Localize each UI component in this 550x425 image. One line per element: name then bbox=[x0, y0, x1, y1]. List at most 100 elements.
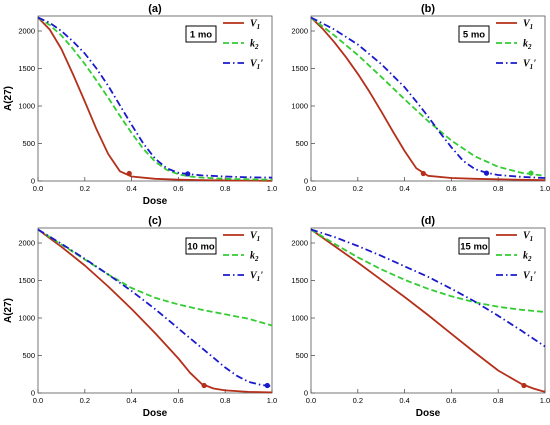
x-axis-label: Dose bbox=[143, 196, 168, 207]
x-tick-label: 0.2 bbox=[80, 184, 90, 193]
x-tick-label: 1.0 bbox=[267, 396, 277, 405]
x-tick-label: 0.0 bbox=[306, 184, 316, 193]
x-tick-label: 0.4 bbox=[126, 396, 136, 405]
legend-entry: V1 bbox=[250, 231, 260, 244]
y-tick-label: 1500 bbox=[18, 64, 35, 73]
time-label-text: 15 mo bbox=[460, 242, 488, 253]
chart-panel-4: (d) 0.0 0.2 0.4 0.6 0.8 1.0 0 500 1000 1500 2000 Dos… bbox=[291, 215, 550, 419]
series-line-v1prime bbox=[310, 228, 546, 348]
time-label-box bbox=[458, 25, 490, 43]
x-tick-label: 0.4 bbox=[399, 184, 409, 193]
y-tick-label: 500 bbox=[295, 139, 308, 148]
legend-entry: k2 bbox=[523, 251, 532, 264]
series-marker-point bbox=[201, 382, 207, 389]
x-tick-label: 0.4 bbox=[126, 184, 136, 193]
y-tick-label: 1500 bbox=[291, 276, 308, 285]
chart-panel-2: (b) 0.0 0.2 0.4 0.6 0.8 1.0 0 500 1000 1500 2000 5 m… bbox=[291, 3, 550, 193]
plot-frame bbox=[37, 227, 273, 394]
y-tick-label: 2000 bbox=[291, 239, 308, 248]
series-marker-point bbox=[185, 171, 191, 177]
y-tick-label: 2000 bbox=[291, 27, 308, 36]
time-label-text: 1 mo bbox=[190, 30, 212, 41]
chart-panel-1: (a) 0.0 0.2 0.4 0.6 0.8 1.0 0 500 1000 1500 2000 Dos… bbox=[3, 3, 277, 207]
series-marker-point bbox=[264, 382, 270, 389]
series-marker-point bbox=[528, 170, 534, 176]
x-tick-label: 0.4 bbox=[399, 396, 409, 405]
y-tick-label: 1000 bbox=[18, 314, 35, 323]
x-tick-label: 0.8 bbox=[493, 184, 503, 193]
series-line-k2 bbox=[310, 228, 546, 313]
x-tick-label: 0.6 bbox=[446, 396, 456, 405]
legend-entry: V1' bbox=[250, 271, 263, 284]
series-line-v1 bbox=[310, 16, 546, 181]
series-marker-point bbox=[126, 170, 132, 177]
series-line-v1prime bbox=[37, 228, 273, 388]
y-tick-label: 1500 bbox=[291, 64, 308, 73]
x-tick-label: 0.6 bbox=[173, 396, 183, 405]
panel-title: (c) bbox=[148, 215, 162, 227]
panel-title: (d) bbox=[421, 215, 435, 227]
time-label-box bbox=[185, 237, 217, 255]
x-tick-label: 0.6 bbox=[446, 184, 456, 193]
time-label-text: 5 mo bbox=[463, 30, 485, 41]
time-label-box bbox=[185, 25, 217, 43]
legend-entry: k2 bbox=[250, 251, 259, 264]
x-tick-label: 0.6 bbox=[173, 184, 183, 193]
y-tick-label: 0 bbox=[304, 177, 308, 186]
series-line-v1prime bbox=[37, 16, 273, 179]
y-tick-label: 500 bbox=[22, 351, 35, 360]
legend-entry: V1' bbox=[250, 59, 263, 72]
legend-entry: V1' bbox=[523, 59, 536, 72]
plot-frame bbox=[37, 15, 273, 182]
y-tick-label: 1000 bbox=[18, 102, 35, 111]
x-tick-label: 1.0 bbox=[267, 184, 277, 193]
series-line-v1 bbox=[37, 16, 273, 182]
series-line-v1 bbox=[37, 228, 273, 394]
legend-entry: k2 bbox=[250, 39, 259, 52]
panel-title: (a) bbox=[148, 3, 162, 15]
plot-frame bbox=[310, 15, 546, 182]
series-marker-point bbox=[483, 170, 490, 176]
x-tick-label: 0.8 bbox=[220, 184, 230, 193]
y-tick-label: 1000 bbox=[291, 102, 308, 111]
legend-entry: V1 bbox=[523, 231, 533, 244]
y-tick-label: 0 bbox=[31, 389, 35, 398]
legend-entry: V1' bbox=[523, 271, 536, 284]
y-tick-label: 500 bbox=[295, 351, 308, 360]
legend-entry: k2 bbox=[523, 39, 532, 52]
x-tick-label: 1.0 bbox=[540, 396, 550, 405]
time-label-text: 10 mo bbox=[187, 242, 215, 253]
y-tick-label: 1000 bbox=[291, 314, 308, 323]
x-tick-label: 0.0 bbox=[33, 396, 43, 405]
series-line-v1 bbox=[310, 228, 546, 393]
y-tick-label: 0 bbox=[304, 389, 308, 398]
x-tick-label: 0.0 bbox=[306, 396, 316, 405]
x-axis-label: Dose bbox=[143, 408, 168, 419]
y-tick-label: 0 bbox=[31, 177, 35, 186]
chart-panel-3: (c) 0.0 0.2 0.4 0.6 0.8 1.0 0 500 1000 1500 2000 Dos… bbox=[3, 215, 277, 419]
legend-entry: V1 bbox=[523, 19, 533, 32]
panel-title: (b) bbox=[421, 3, 435, 15]
y-tick-label: 2000 bbox=[18, 27, 35, 36]
x-tick-label: 1.0 bbox=[540, 184, 550, 193]
series-line-v1prime bbox=[310, 16, 546, 179]
y-axis-label: A(27) bbox=[3, 298, 14, 323]
x-axis-label: Dose bbox=[416, 408, 441, 419]
x-tick-label: 0.0 bbox=[33, 184, 43, 193]
x-tick-label: 0.2 bbox=[353, 184, 363, 193]
series-marker-point bbox=[521, 382, 527, 389]
series-marker-point bbox=[420, 170, 426, 177]
y-axis-label: A(27) bbox=[3, 86, 14, 111]
series-line-k2 bbox=[310, 16, 546, 177]
y-tick-label: 2000 bbox=[18, 239, 35, 248]
x-tick-label: 0.2 bbox=[353, 396, 363, 405]
x-tick-label: 0.2 bbox=[80, 396, 90, 405]
y-tick-label: 1500 bbox=[18, 276, 35, 285]
plot-frame bbox=[310, 227, 546, 394]
y-tick-label: 500 bbox=[22, 139, 35, 148]
x-tick-label: 0.8 bbox=[493, 396, 503, 405]
series-line-k2 bbox=[37, 16, 273, 181]
series-line-k2 bbox=[37, 228, 273, 327]
x-tick-label: 0.8 bbox=[220, 396, 230, 405]
